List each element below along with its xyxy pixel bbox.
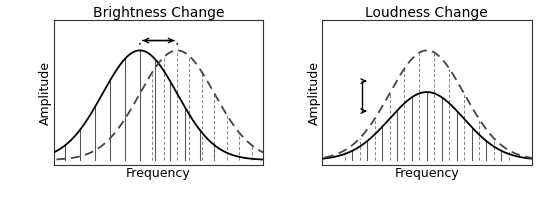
X-axis label: Frequency: Frequency <box>395 167 459 180</box>
Title: Loudness Change: Loudness Change <box>366 6 488 20</box>
X-axis label: Frequency: Frequency <box>126 167 191 180</box>
Y-axis label: Amplitude: Amplitude <box>39 61 52 125</box>
Y-axis label: Amplitude: Amplitude <box>308 61 321 125</box>
Title: Brightness Change: Brightness Change <box>93 6 224 20</box>
